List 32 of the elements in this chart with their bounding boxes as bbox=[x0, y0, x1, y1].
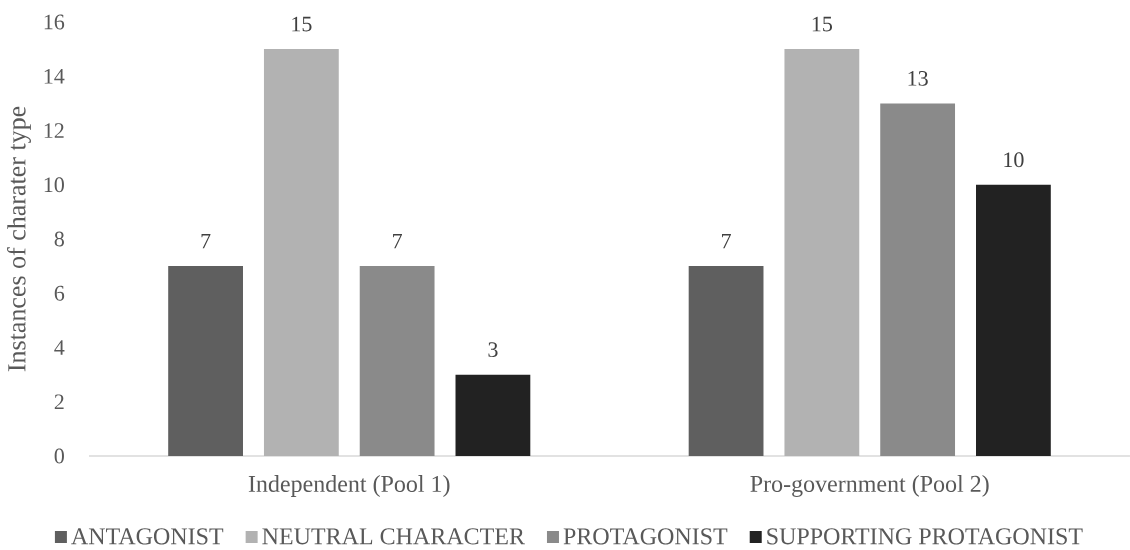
data-label: 13 bbox=[908, 70, 928, 86]
bar bbox=[784, 49, 860, 456]
x-tick-label: Independent (Pool 1) bbox=[248, 475, 450, 497]
data-label: 7 bbox=[201, 233, 211, 249]
data-label: 15 bbox=[812, 16, 833, 32]
data-label: 10 bbox=[1004, 152, 1024, 168]
y-tick-label: 14 bbox=[44, 68, 65, 84]
legend-label: SUPPORTING PROTAGONIST bbox=[767, 528, 1083, 545]
bar bbox=[359, 266, 435, 456]
legend-label: ANTAGONIST bbox=[71, 528, 224, 545]
legend-label: PROTAGONIST bbox=[563, 528, 728, 545]
y-tick-label: 0 bbox=[54, 448, 64, 464]
data-label: 7 bbox=[393, 233, 402, 249]
bar bbox=[976, 184, 1051, 456]
y-tick-label: 10 bbox=[44, 177, 64, 193]
y-tick-label: 12 bbox=[44, 123, 64, 138]
x-tick-label: Pro-government (Pool 2) bbox=[750, 475, 989, 497]
y-tick-label: 4 bbox=[54, 340, 65, 355]
y-tick-label: 16 bbox=[44, 14, 65, 30]
bar bbox=[455, 374, 531, 456]
bar bbox=[880, 103, 956, 456]
bar bbox=[688, 266, 764, 456]
y-tick-label: 2 bbox=[54, 394, 64, 410]
y-tick-label: 8 bbox=[54, 231, 64, 247]
data-label: 7 bbox=[722, 233, 731, 249]
bar bbox=[263, 49, 339, 456]
y-axis-title: Instances of charater type bbox=[7, 106, 31, 372]
bar bbox=[168, 266, 243, 456]
data-label: 3 bbox=[488, 342, 498, 358]
y-tick-label: 6 bbox=[54, 285, 65, 301]
legend-label: NEUTRAL CHARACTER bbox=[262, 528, 525, 545]
data-label: 15 bbox=[292, 16, 312, 32]
